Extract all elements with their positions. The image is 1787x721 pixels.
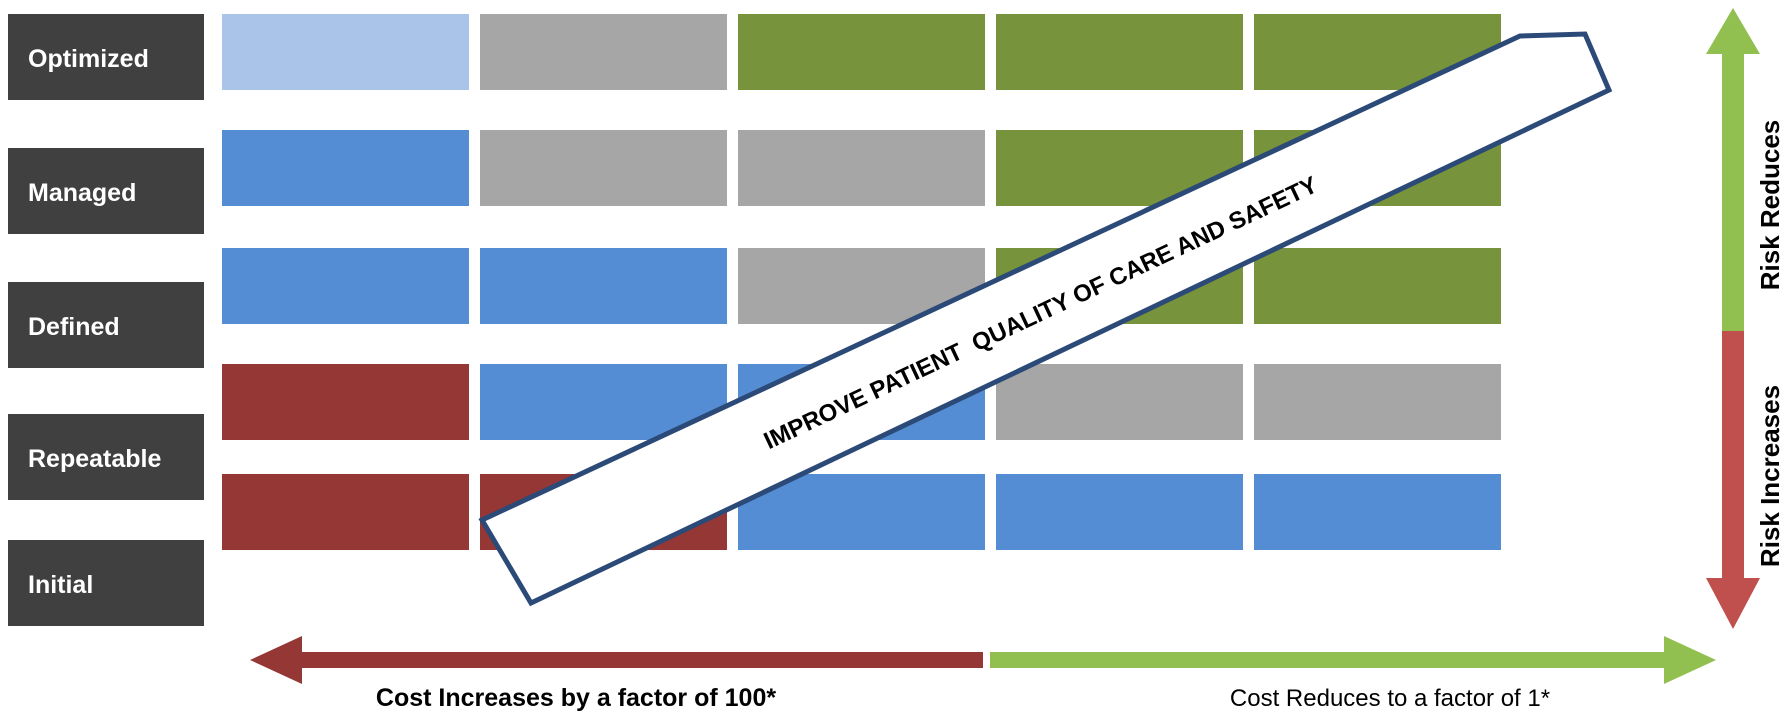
level-label-defined: Defined — [28, 313, 120, 341]
level-label-initial: Initial — [28, 571, 93, 599]
grid-cell — [222, 130, 469, 206]
grid-cell — [996, 474, 1243, 550]
cost-increase-arrow-shape — [250, 636, 983, 684]
grid-cell — [222, 248, 469, 324]
cost-reduce-label: Cost Reduces to a factor of 1* — [1230, 685, 1550, 712]
risk-increases-arrow: Risk Increases — [1706, 331, 1785, 629]
grid-cell — [738, 130, 985, 206]
cost-reduce-arrow — [990, 636, 1716, 684]
grid-cell — [480, 248, 727, 324]
level-label-box-optimized — [8, 14, 204, 100]
level-label-box-defined — [8, 282, 204, 368]
grid-cell — [480, 130, 727, 206]
level-label-box-managed — [8, 148, 204, 234]
level-label-managed: Managed — [28, 179, 136, 207]
grid-cell — [996, 14, 1243, 90]
level-label-optimized: Optimized — [28, 45, 149, 73]
maturity-grid — [222, 14, 1501, 550]
grid-cell — [1254, 364, 1501, 440]
risk-reduces-arrow-shape — [1706, 8, 1760, 346]
level-label-box-repeatable — [8, 414, 204, 500]
cost-reduce-arrow-shape — [990, 636, 1716, 684]
level-label-box-initial — [8, 540, 204, 626]
grid-cell — [222, 474, 469, 550]
grid-cell — [1254, 474, 1501, 550]
risk-increases-label: Risk Increases — [1755, 385, 1785, 567]
cost-increase-arrow — [250, 636, 983, 684]
cost-increase-label: Cost Increases by a factor of 100* — [376, 684, 776, 712]
grid-cell — [222, 14, 469, 90]
level-label-repeatable: Repeatable — [28, 445, 161, 473]
diagonal-arrow-shape — [478, 31, 1613, 607]
risk-increases-arrow-shape — [1706, 331, 1760, 629]
risk-reduces-label: Risk Reduces — [1755, 120, 1785, 291]
grid-cell — [480, 14, 727, 90]
risk-reduces-arrow: Risk Reduces — [1706, 8, 1785, 346]
grid-cell — [738, 14, 985, 90]
level-labels: Optimized Managed Defined Repeatable Ini… — [8, 14, 204, 626]
grid-cell — [996, 364, 1243, 440]
grid-cell — [1254, 248, 1501, 324]
grid-cell — [222, 364, 469, 440]
current-state-title: AHS — [350, 556, 401, 583]
current-state-subtitle: Current State — [314, 592, 457, 619]
